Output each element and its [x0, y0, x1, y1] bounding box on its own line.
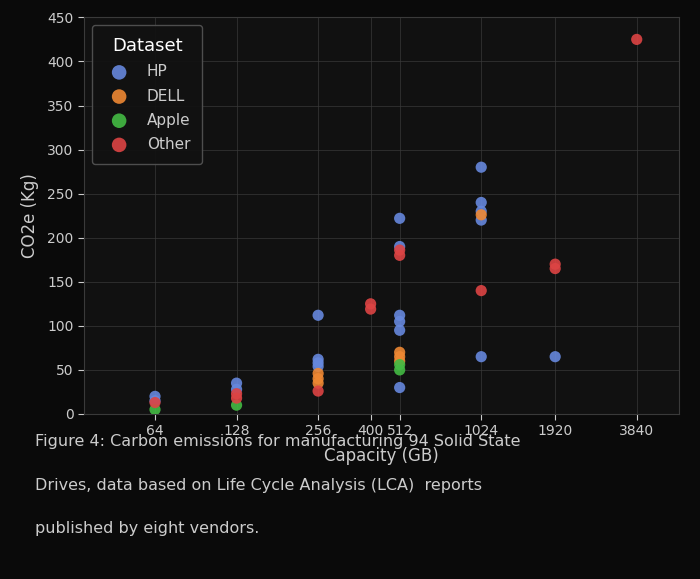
Other [394, 245, 405, 255]
HP [312, 355, 323, 364]
HP [231, 384, 242, 394]
Apple [231, 401, 242, 410]
Apple [394, 365, 405, 375]
HP [475, 207, 486, 216]
DELL [312, 374, 323, 383]
HP [394, 214, 405, 223]
DELL [312, 369, 323, 378]
DELL [394, 347, 405, 357]
Other [550, 259, 561, 269]
HP [550, 352, 561, 361]
Text: Drives, data based on Life Cycle Analysis (LCA)  reports: Drives, data based on Life Cycle Analysi… [35, 478, 482, 493]
HP [149, 392, 160, 401]
DELL [394, 352, 405, 361]
HP [475, 352, 486, 361]
HP [312, 358, 323, 368]
Other [231, 394, 242, 403]
HP [394, 242, 405, 251]
HP [312, 362, 323, 371]
HP [394, 317, 405, 326]
DELL [312, 379, 323, 388]
HP [475, 163, 486, 172]
Other [631, 35, 643, 44]
Other [231, 389, 242, 398]
Other [149, 398, 160, 407]
DELL [394, 357, 405, 366]
Other [365, 299, 376, 309]
HP [394, 325, 405, 335]
Other [365, 305, 376, 314]
Legend: HP, DELL, Apple, Other: HP, DELL, Apple, Other [92, 25, 202, 164]
DELL [475, 210, 486, 219]
HP [149, 396, 160, 405]
HP [475, 215, 486, 225]
Other [475, 286, 486, 295]
HP [394, 311, 405, 320]
Other [394, 251, 405, 260]
Text: published by eight vendors.: published by eight vendors. [35, 521, 260, 536]
HP [312, 311, 323, 320]
Y-axis label: CO2e (Kg): CO2e (Kg) [21, 173, 39, 258]
HP [394, 383, 405, 392]
Text: Figure 4: Carbon emissions for manufacturing 94 Solid State: Figure 4: Carbon emissions for manufactu… [35, 434, 521, 449]
Apple [394, 360, 405, 369]
X-axis label: Capacity (GB): Capacity (GB) [324, 447, 439, 465]
Other [312, 386, 323, 395]
HP [231, 379, 242, 388]
Other [550, 264, 561, 273]
Apple [149, 405, 160, 414]
HP [475, 198, 486, 207]
